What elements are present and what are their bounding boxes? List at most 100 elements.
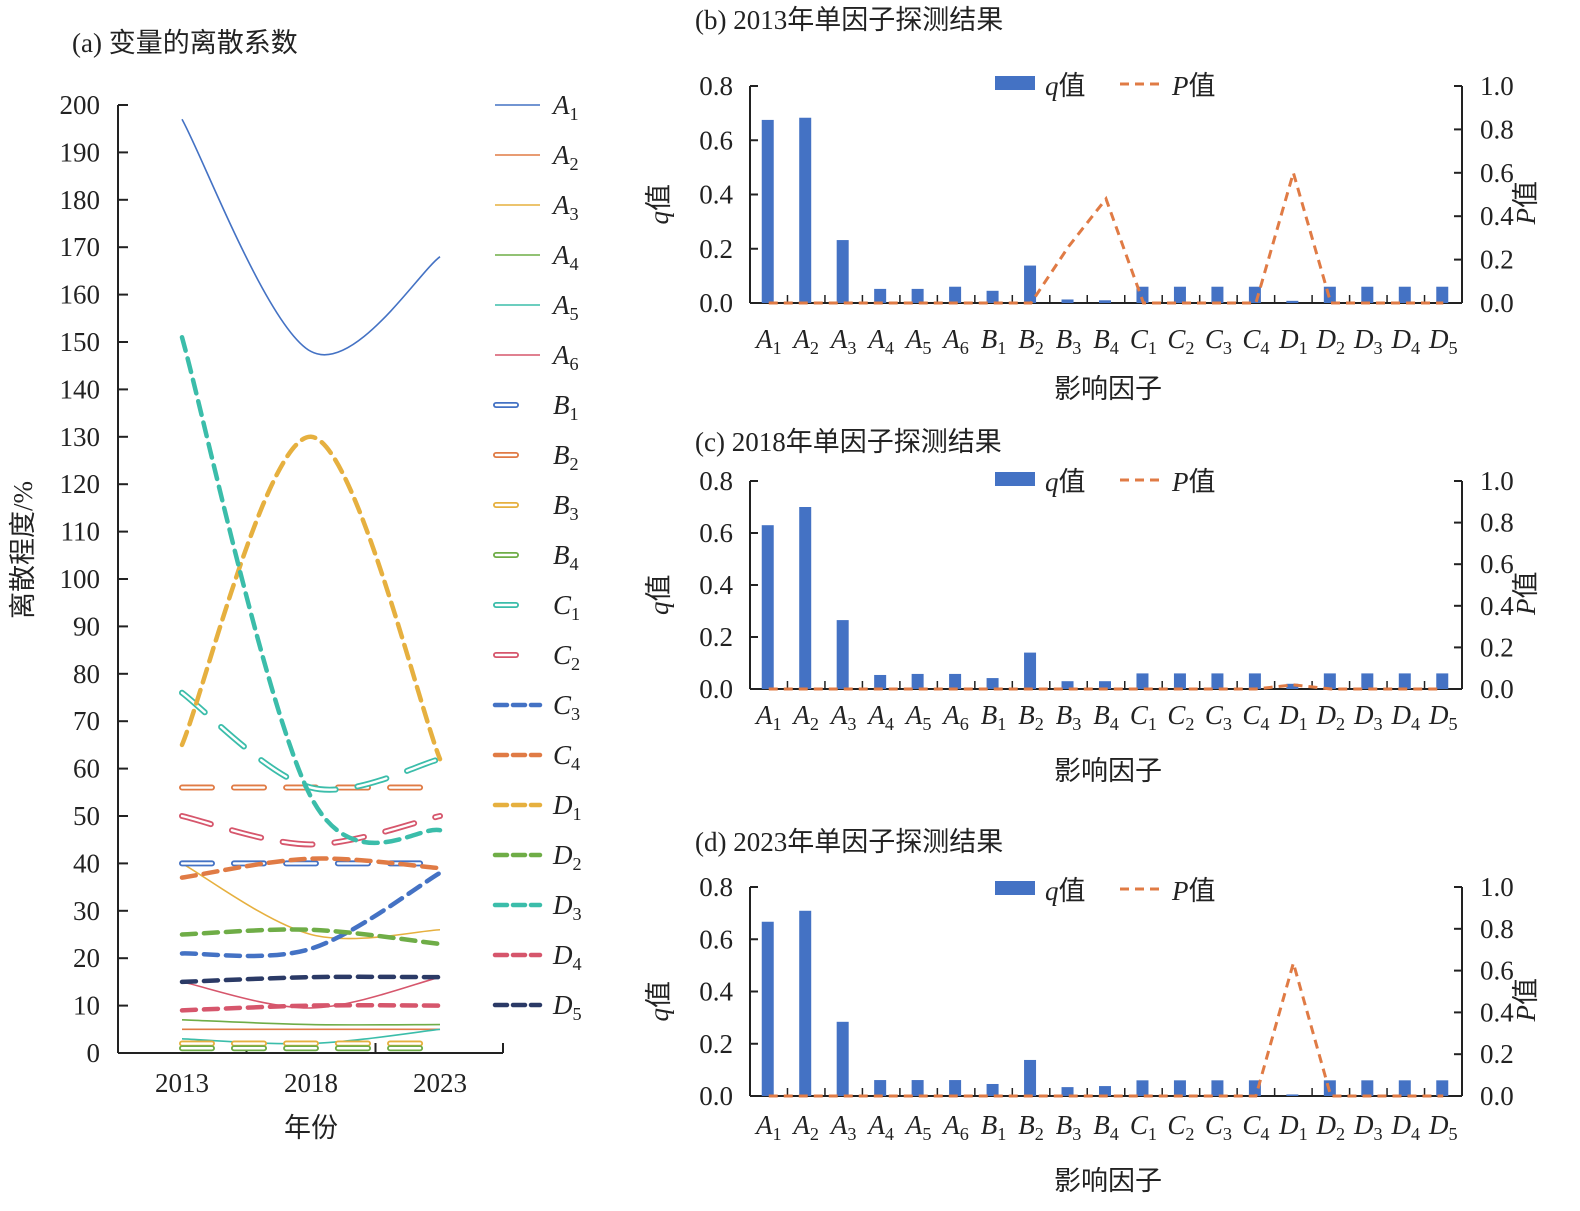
- y-tick-label: 0: [87, 1038, 101, 1068]
- x-tick-label-A3: A3: [829, 700, 857, 734]
- left-tick-label: 0.4: [699, 570, 733, 600]
- x-tick-label-D4: D4: [1390, 1110, 1420, 1144]
- legend-q-label: q值: [1045, 71, 1086, 101]
- y-tick-label: 50: [73, 801, 100, 831]
- legend-label-A4: A4: [551, 240, 579, 274]
- right-tick-label: 0.2: [1480, 1039, 1514, 1069]
- x-tick-label-A6: A6: [941, 324, 969, 358]
- legend-q-label: q值: [1045, 467, 1086, 497]
- x-tick-label-C4: C4: [1242, 700, 1269, 734]
- left-tick-label: 0.6: [699, 924, 733, 954]
- x-tick-label-A1: A1: [754, 700, 782, 734]
- bar-B1: [986, 290, 999, 303]
- legend-label-D3: D3: [552, 890, 582, 924]
- left-tick-label: 0.2: [699, 1029, 733, 1059]
- line-C3: [179, 870, 443, 959]
- x-tick-label-A3: A3: [829, 324, 857, 358]
- panel-a-x-label: 年份: [284, 1113, 338, 1143]
- bar-B3: [1061, 681, 1074, 689]
- right-y-label: P值: [1511, 181, 1541, 226]
- left-tick-label: 0.4: [699, 977, 733, 1007]
- right-tick-label: 0.0: [1480, 674, 1514, 704]
- right-tick-label: 1.0: [1480, 466, 1514, 496]
- left-y-label: q值: [644, 575, 674, 616]
- left-tick-label: 0.8: [699, 872, 733, 902]
- x-tick-label-C1: C1: [1130, 700, 1157, 734]
- right-tick-label: 0.8: [1480, 508, 1514, 538]
- right-y-label: P值: [1511, 978, 1541, 1023]
- x-tick-label-C4: C4: [1242, 1110, 1269, 1144]
- x-tick-label-C1: C1: [1130, 324, 1157, 358]
- line-C1: [179, 689, 443, 793]
- right-tick-label: 0.8: [1480, 114, 1514, 144]
- bar-C3: [1211, 286, 1224, 303]
- legend-label-B3: B3: [553, 490, 579, 524]
- bar-C3: [1211, 673, 1224, 689]
- x-tick-label-C3: C3: [1205, 324, 1232, 358]
- right-tick-label: 0.2: [1480, 245, 1514, 275]
- right-tick-label: 0.2: [1480, 632, 1514, 662]
- y-tick-label: 200: [60, 90, 101, 120]
- bar-A6: [949, 673, 962, 689]
- x-axis-label: 影响因子: [1054, 756, 1162, 786]
- bar-A1: [761, 119, 774, 303]
- panel-title: (d) 2023年单因子探测结果: [695, 827, 1003, 857]
- right-tick-label: 0.6: [1480, 549, 1514, 579]
- left-tick-label: 0.0: [699, 674, 733, 704]
- bar-B4: [1099, 681, 1111, 689]
- legend-label-D4: D4: [552, 940, 582, 974]
- panel-b: [749, 76, 1463, 305]
- bar-C3: [1211, 1080, 1224, 1096]
- bar-D5: [1436, 1080, 1449, 1096]
- x-tick-label-C3: C3: [1205, 1110, 1232, 1144]
- line-A4: [181, 1019, 441, 1026]
- bar-A3: [836, 240, 849, 303]
- y-tick-label: 90: [73, 611, 100, 641]
- left-tick-label: 0.8: [699, 466, 733, 496]
- legend-label-D2: D2: [552, 840, 582, 874]
- x-tick-label-D4: D4: [1390, 700, 1420, 734]
- bar-A4: [874, 288, 887, 303]
- panel-a-y-label: 离散程度/%: [8, 481, 38, 619]
- bar-C4: [1248, 673, 1261, 689]
- x-tick-label-B1: B1: [981, 1110, 1007, 1144]
- right-tick-label: 0.0: [1480, 288, 1514, 318]
- x-tick-label-B4: B4: [1093, 1110, 1119, 1144]
- legend-label-B1: B1: [553, 390, 579, 424]
- legend-label-B4: B4: [553, 540, 579, 574]
- bar-A1: [761, 525, 774, 689]
- legend-q-label: q值: [1045, 876, 1086, 906]
- bar-A3: [836, 620, 849, 689]
- line-A1: [181, 118, 441, 356]
- legend-label-C1: C1: [553, 590, 580, 624]
- y-tick-label: 60: [73, 754, 100, 784]
- bar-B3: [1061, 1087, 1074, 1096]
- bar-B4: [1099, 1086, 1111, 1096]
- x-tick-label: 2013: [155, 1068, 209, 1098]
- x-tick-label-D2: D2: [1316, 324, 1346, 358]
- left-tick-label: 0.0: [699, 288, 733, 318]
- x-tick-label-A1: A1: [754, 1110, 782, 1144]
- legend-label-A2: A2: [551, 140, 579, 174]
- legend-q-swatch: [995, 881, 1035, 895]
- bar-A4: [874, 674, 887, 689]
- panel-title: (c) 2018年单因子探测结果: [695, 427, 1002, 457]
- x-tick-label-B3: B3: [1056, 700, 1082, 734]
- panel-c: [749, 472, 1463, 691]
- x-axis-label: 影响因子: [1054, 1166, 1162, 1196]
- bar-A5: [911, 288, 924, 303]
- legend-label-C2: C2: [553, 640, 580, 674]
- y-tick-label: 70: [73, 706, 100, 736]
- right-tick-label: 0.6: [1480, 158, 1514, 188]
- bar-A5: [911, 673, 924, 689]
- legend-q-swatch: [995, 76, 1035, 90]
- right-tick-label: 1.0: [1480, 71, 1514, 101]
- x-tick-label: 2023: [413, 1068, 467, 1098]
- x-tick-label-A6: A6: [941, 700, 969, 734]
- x-tick-label-D4: D4: [1390, 324, 1420, 358]
- line-D4: [179, 1002, 443, 1013]
- left-tick-label: 0.4: [699, 180, 733, 210]
- bar-B1: [986, 678, 999, 689]
- x-tick-label: 2018: [284, 1068, 338, 1098]
